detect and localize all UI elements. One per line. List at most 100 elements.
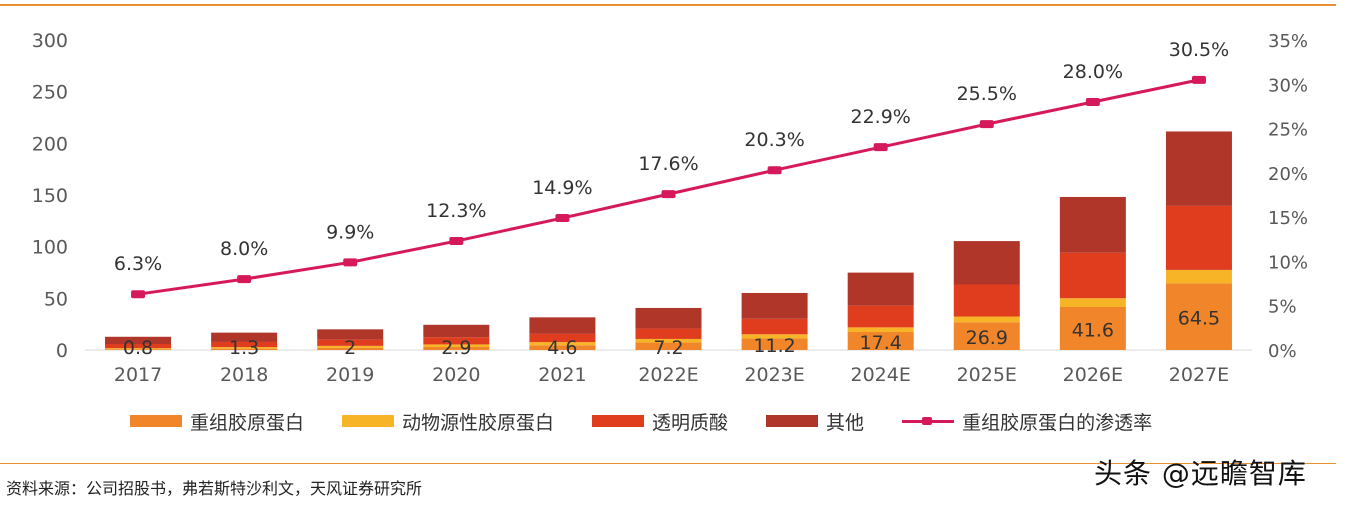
- x-axis-tick-label: 2017: [114, 364, 162, 386]
- bar-data-label: 4.6: [547, 337, 577, 359]
- right-axis-tick-label: 15%: [1268, 208, 1308, 229]
- penetration-marker: [979, 120, 994, 129]
- penetration-data-label: 20.3%: [744, 129, 804, 151]
- bar-segment-1: [741, 338, 808, 350]
- penetration-data-label: 9.9%: [326, 221, 374, 243]
- bar-segment-3: [953, 284, 1020, 317]
- bar-segment-4: [529, 317, 596, 334]
- bar-segment-1: [317, 347, 384, 350]
- x-axis-tick-label: 2019: [326, 364, 374, 386]
- right-axis-tick-label: 35%: [1268, 31, 1308, 52]
- legend-swatch-other: [766, 415, 819, 427]
- bar-data-label: 7.2: [653, 337, 683, 359]
- right-axis-tick-label: 5%: [1268, 297, 1297, 318]
- bar-segment-1: [635, 342, 702, 350]
- penetration-data-label: 14.9%: [532, 177, 592, 199]
- bar-segment-1: [1059, 307, 1126, 350]
- penetration-marker: [1085, 98, 1100, 106]
- bar-segment-3: [211, 341, 278, 348]
- bar-segment-4: [635, 307, 702, 329]
- legend-item-hyaluronic[interactable]: 透明质酸: [592, 408, 728, 435]
- penetration-marker: [343, 258, 358, 267]
- legend-item-animal[interactable]: 动物源性胶原蛋白: [342, 408, 554, 435]
- left-axis-tick-label: 250: [32, 82, 68, 104]
- penetration-data-label: 6.3%: [114, 253, 162, 275]
- x-axis-tick-label: 2021: [538, 364, 586, 386]
- right-axis-tick-label: 30%: [1268, 75, 1308, 96]
- bar-segment-3: [423, 337, 490, 345]
- bar-segment-3: [1165, 205, 1232, 270]
- bar-segment-1: [211, 348, 278, 350]
- bar-data-label: 1.3: [229, 337, 259, 359]
- legend-swatch-recombinant: [130, 415, 182, 427]
- bar-segment-2: [105, 348, 172, 350]
- bar-data-label: 64.5: [1178, 308, 1220, 330]
- bar-segment-2: [317, 345, 384, 348]
- legend-item-other[interactable]: 其他: [766, 408, 864, 435]
- bar-segment-1: [529, 345, 596, 350]
- penetration-marker: [661, 190, 676, 199]
- bar-segment-4: [105, 336, 172, 345]
- penetration-data-label: 8.0%: [220, 238, 268, 260]
- bar-data-label: 0.8: [123, 337, 153, 359]
- legend-label-penetration: 重组胶原蛋白的渗透率: [962, 411, 1153, 434]
- right-axis-tick-label: 10%: [1268, 252, 1308, 273]
- bar-segment-4: [423, 324, 490, 338]
- bar-segment-2: [847, 327, 914, 333]
- x-axis-tick-label: 2024E: [851, 364, 911, 386]
- bar-segment-3: [1059, 252, 1126, 299]
- bar-data-label: 11.2: [753, 335, 795, 357]
- bar-data-label: 2.9: [441, 337, 471, 359]
- left-axis-tick-label: 0: [56, 340, 68, 362]
- bar-data-label: 41.6: [1072, 320, 1114, 342]
- penetration-data-label: 28.0%: [1063, 61, 1123, 83]
- bar-segment-2: [1165, 269, 1232, 284]
- penetration-marker: [449, 237, 464, 246]
- legend-swatch-penetration: [902, 415, 955, 427]
- x-axis-tick-label: 2018: [220, 364, 268, 386]
- bar-segment-4: [847, 272, 914, 306]
- left-axis-tick-label: 200: [32, 133, 68, 155]
- bar-data-label: 2: [344, 337, 356, 359]
- bar-segment-4: [1059, 196, 1126, 253]
- bar-segment-4: [317, 329, 384, 340]
- penetration-data-label: 22.9%: [851, 106, 911, 128]
- legend-label-hyaluronic: 透明质酸: [652, 411, 729, 434]
- bar-segment-1: [953, 322, 1020, 350]
- penetration-data-label: 30.5%: [1169, 39, 1229, 61]
- top-rule: [0, 4, 1336, 6]
- legend-swatch-animal: [342, 415, 395, 427]
- bar-segment-1: [1165, 283, 1232, 350]
- bar-segment-1: [105, 349, 172, 350]
- bar-segment-4: [211, 332, 278, 342]
- bar-segment-4: [953, 241, 1020, 285]
- penetration-data-label: 25.5%: [957, 83, 1017, 105]
- bar-data-label: 17.4: [860, 332, 902, 354]
- penetration-marker: [1191, 75, 1206, 84]
- bar-segment-3: [529, 333, 596, 343]
- right-axis-tick-label: 0%: [1268, 341, 1297, 362]
- bar-segment-2: [741, 334, 808, 339]
- bottom-rule: [0, 463, 1336, 464]
- source-note: 资料来源：公司招股书，弗若斯特沙利文，天风证券研究所: [6, 479, 423, 498]
- bar-segment-3: [847, 305, 914, 328]
- bar-segment-1: [847, 332, 914, 350]
- bar-segment-3: [635, 328, 702, 339]
- legend-item-penetration[interactable]: 重组胶原蛋白的渗透率: [902, 408, 1152, 435]
- bar-segment-2: [529, 342, 596, 346]
- bar-segment-2: [211, 347, 278, 349]
- penetration-marker: [767, 166, 782, 175]
- x-axis-tick-label: 2027E: [1169, 364, 1229, 386]
- stacked-bar-line-chart: 0 50 100 150 200 250 300 0% 5% 10% 15% 20% 25% 30% 35%…: [32, 30, 1308, 386]
- bar-segment-3: [317, 339, 384, 346]
- bar-segment-3: [741, 318, 808, 335]
- right-axis-tick-label: 25%: [1268, 120, 1308, 141]
- penetration-data-label: 17.6%: [638, 153, 698, 175]
- legend-item-recombinant[interactable]: 重组胶原蛋白: [130, 408, 304, 435]
- bar-segment-3: [105, 344, 172, 349]
- bar-segment-2: [423, 344, 490, 348]
- bar-segment-1: [423, 347, 490, 350]
- bar-segment-2: [1059, 298, 1126, 308]
- legend-label-other: 其他: [826, 411, 865, 434]
- x-axis-tick-label: 2022E: [638, 364, 698, 386]
